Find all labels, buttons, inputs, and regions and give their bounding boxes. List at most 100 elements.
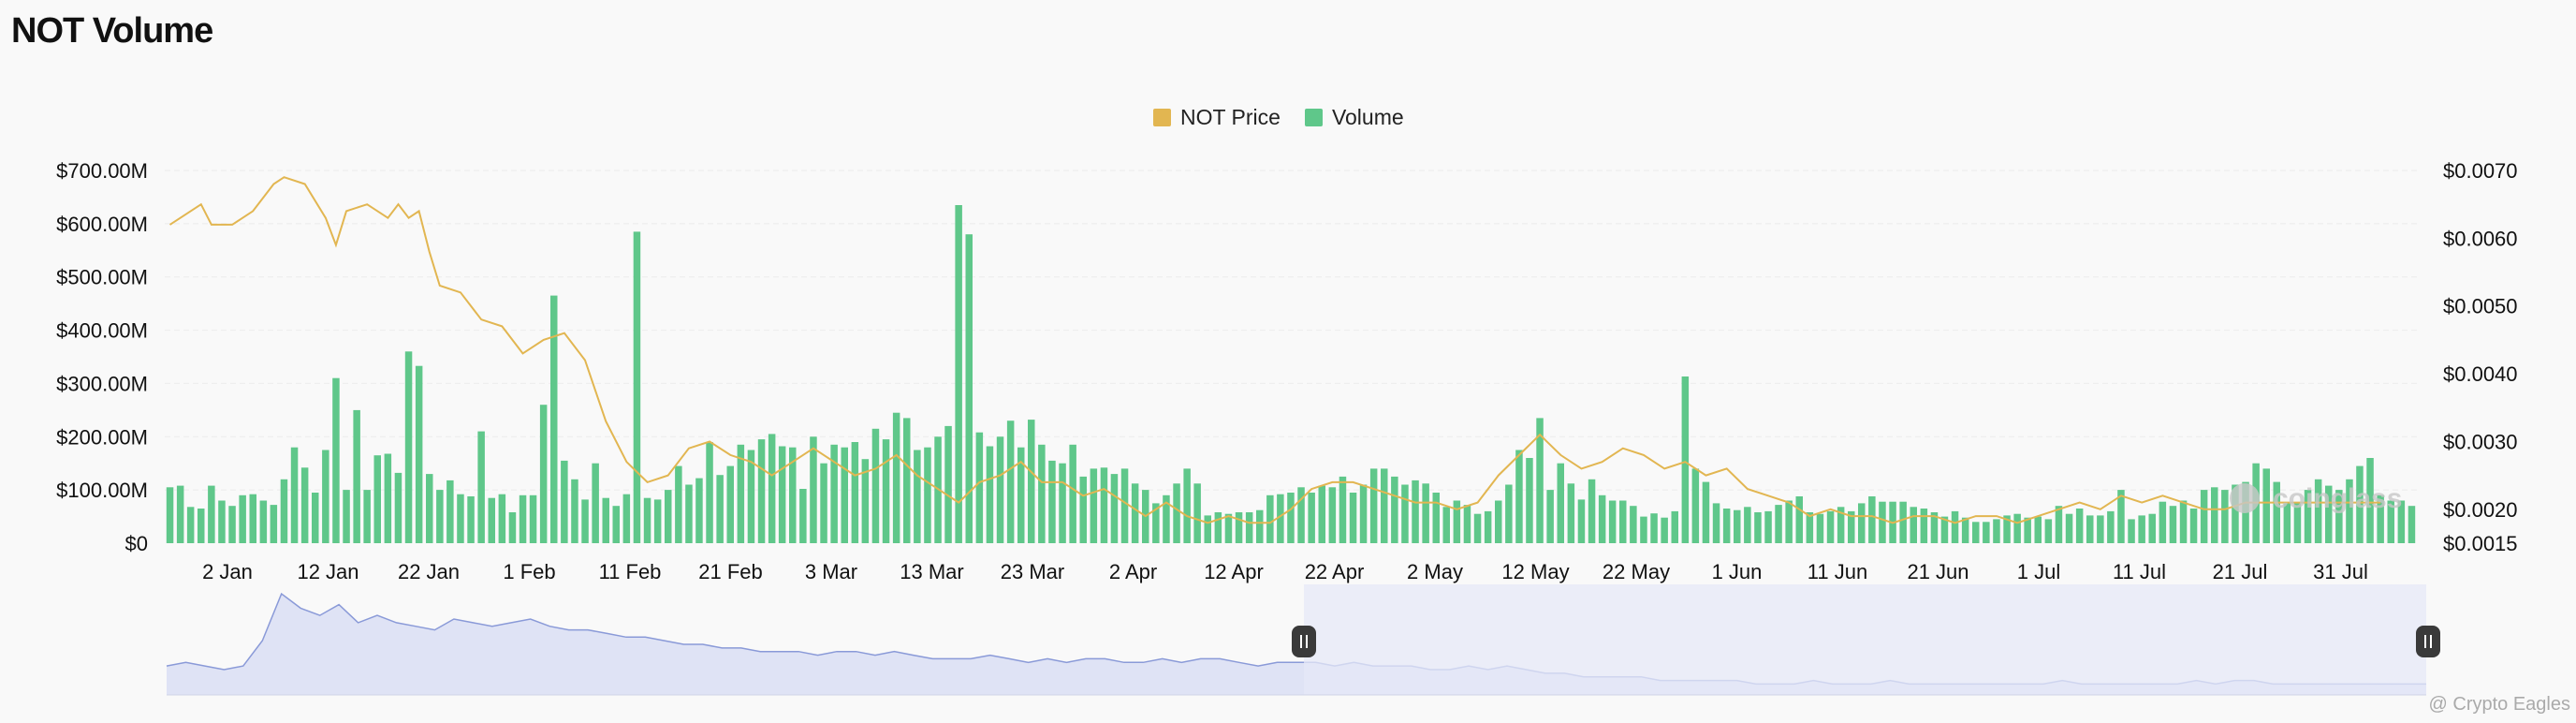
y-left-tick-label: $700.00M xyxy=(56,159,148,183)
volume-bar xyxy=(2055,506,2063,543)
volume-bar xyxy=(1920,509,1928,543)
volume-bar xyxy=(810,436,817,543)
navigator-handle-right[interactable] xyxy=(2416,626,2440,657)
volume-bar xyxy=(2377,494,2384,543)
y-right-tick-label: $0.0015 xyxy=(2443,532,2518,555)
navigator-handle-left[interactable] xyxy=(1292,626,1316,657)
volume-bar xyxy=(280,479,288,543)
volume-bar xyxy=(665,490,672,543)
volume-bar xyxy=(1277,494,1284,543)
volume-bar xyxy=(436,490,444,543)
volume-bar xyxy=(2159,501,2167,543)
legend-item-price[interactable]: NOT Price xyxy=(1153,105,1281,130)
volume-bar xyxy=(1173,483,1180,543)
y-right-tick-label: $0.0050 xyxy=(2443,295,2518,318)
volume-bar xyxy=(394,472,402,543)
y-left-tick-label: $300.00M xyxy=(56,372,148,395)
volume-bar xyxy=(2387,500,2394,543)
volume-bar xyxy=(1432,493,1440,543)
volume-bar xyxy=(2097,515,2104,543)
volume-bar xyxy=(830,444,838,543)
volume-bar xyxy=(914,450,921,543)
volume-bar xyxy=(1619,500,1627,543)
x-tick-label: 1 Feb xyxy=(503,560,555,583)
volume-bar xyxy=(622,494,631,543)
x-tick-label: 21 Feb xyxy=(698,560,763,583)
volume-bar xyxy=(903,418,911,543)
volume-bar xyxy=(1266,494,1274,543)
volume-bar xyxy=(519,494,527,543)
volume-bar xyxy=(1349,493,1357,543)
volume-bar xyxy=(1598,494,1606,543)
volume-bar xyxy=(2346,479,2353,543)
volume-bar xyxy=(2262,468,2270,543)
volume-bar xyxy=(955,205,962,543)
volume-bar xyxy=(1059,463,1066,543)
x-tick-label: 2 May xyxy=(1407,560,1463,583)
volume-bar xyxy=(1775,505,1782,543)
volume-bar xyxy=(2034,516,2042,543)
volume-bar xyxy=(1017,447,1025,543)
volume-bar xyxy=(1983,522,1990,543)
volume-bar xyxy=(1505,484,1513,543)
volume-bar xyxy=(353,409,360,543)
x-tick-label: 11 Feb xyxy=(599,560,662,583)
volume-bar xyxy=(426,474,433,543)
brand-logo-icon xyxy=(2230,483,2260,513)
volume-bar xyxy=(2086,515,2094,543)
volume-bar xyxy=(1359,484,1368,543)
volume-bar xyxy=(529,494,537,543)
volume-bar xyxy=(1308,493,1315,543)
volume-bar xyxy=(1630,506,1637,543)
volume-bar xyxy=(1567,483,1575,543)
volume-bar xyxy=(2024,517,2031,543)
x-tick-label: 22 Jan xyxy=(398,560,460,583)
volume-bar xyxy=(2232,484,2239,543)
volume-bar xyxy=(892,412,900,543)
volume-bar xyxy=(602,497,609,543)
volume-bar xyxy=(2075,509,2084,543)
volume-bar xyxy=(1495,500,1502,543)
volume-bar xyxy=(457,494,464,543)
volume-bar xyxy=(1442,507,1450,543)
x-tick-label: 2 Apr xyxy=(1109,560,1157,583)
x-tick-label: 1 Jul xyxy=(2017,560,2060,583)
volume-bar xyxy=(1879,501,1886,543)
legend-label-volume: Volume xyxy=(1331,105,1404,129)
volume-bar xyxy=(1183,468,1191,543)
volume-bar xyxy=(2128,519,2135,543)
volume-bar xyxy=(198,509,205,543)
volume-bar xyxy=(643,497,651,543)
volume-bar xyxy=(799,489,807,543)
volume-bar xyxy=(1463,505,1471,543)
volume-bar xyxy=(1412,480,1419,543)
volume-bar xyxy=(2189,509,2198,543)
y-left-tick-label: $600.00M xyxy=(56,213,148,236)
volume-bar xyxy=(322,450,329,543)
x-tick-label: 21 Jul xyxy=(2213,560,2268,583)
volume-bar xyxy=(706,442,713,543)
chart-legend: NOT Price Volume xyxy=(1153,105,1404,130)
volume-bar xyxy=(1328,487,1337,543)
volume-bar xyxy=(1401,484,1409,543)
page-title: NOT Volume xyxy=(11,11,213,51)
volume-bar xyxy=(1515,450,1523,543)
volume-bar xyxy=(373,455,381,543)
volume-bar xyxy=(2179,500,2188,543)
volume-bar xyxy=(986,446,994,543)
y-left-tick-label: $100.00M xyxy=(56,479,148,502)
volume-bar xyxy=(1940,516,1949,543)
volume-bar xyxy=(1640,516,1647,543)
volume-bar xyxy=(716,475,724,543)
volume-bar xyxy=(757,439,766,543)
volume-bar xyxy=(1734,509,1741,543)
volume-bar xyxy=(2335,490,2343,543)
volume-bar xyxy=(1339,476,1347,543)
volume-bar xyxy=(1744,507,1751,543)
volume-bar xyxy=(1848,510,1855,543)
volume-bar xyxy=(1090,468,1098,543)
volume-bar xyxy=(332,377,340,543)
brand-watermark: coinglass xyxy=(2273,483,2402,514)
legend-item-volume[interactable]: Volume xyxy=(1304,105,1404,130)
